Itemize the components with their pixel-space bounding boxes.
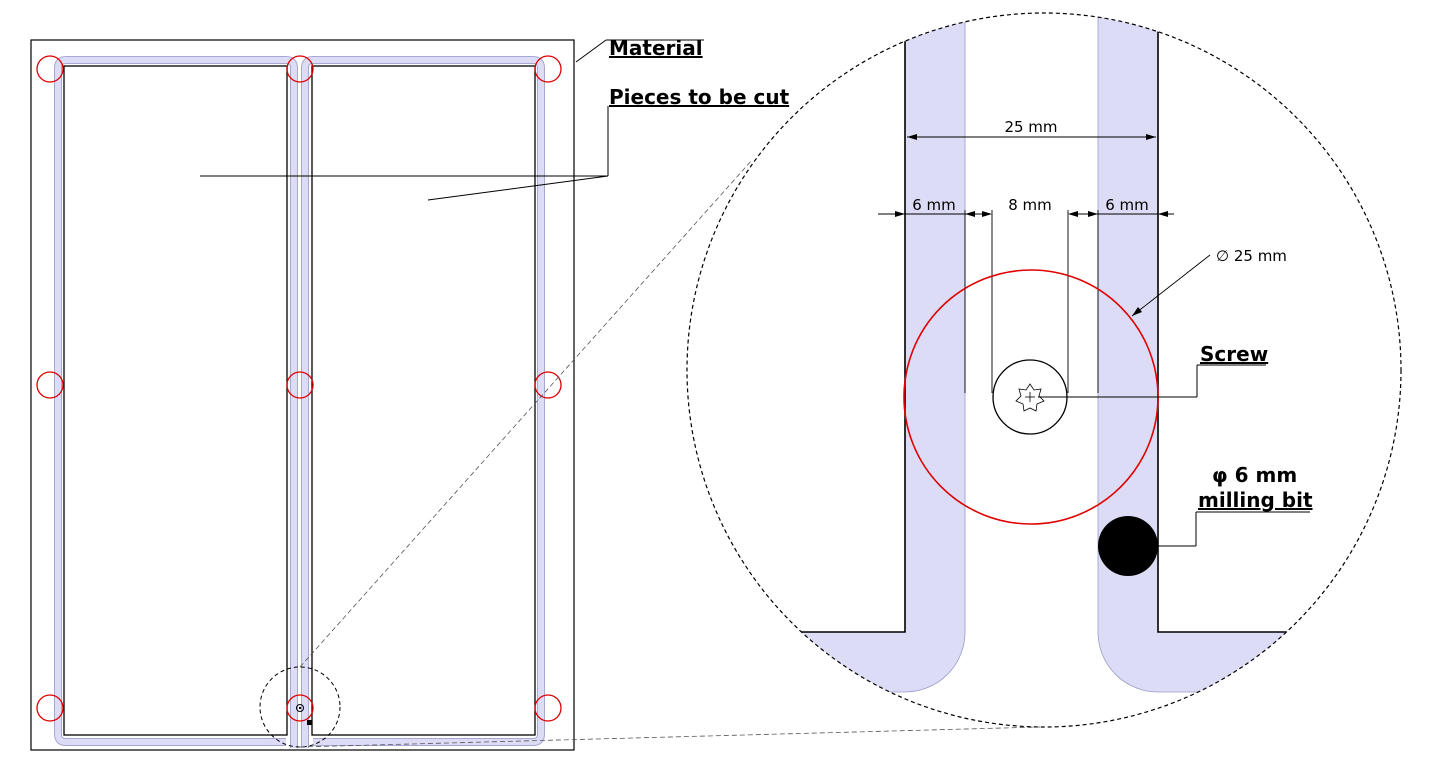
detail-view: 25 mm 6 mm 8 mm 6 mm	[686, 12, 1402, 728]
detail-callout-circle	[259, 666, 341, 748]
clamp-mid-center	[286, 371, 314, 399]
dim-left-groove	[878, 211, 990, 217]
dim-diameter-leader	[1131, 254, 1211, 317]
clamp-mid-right	[534, 371, 562, 399]
milling-bit-label-line2: milling bit	[1198, 488, 1313, 512]
screw-label: Screw	[1200, 342, 1268, 366]
overview-view	[30, 39, 575, 751]
dim-overall-label: 25 mm	[1004, 118, 1057, 136]
screw-leader	[1038, 364, 1266, 398]
milling-groove-right	[301, 56, 545, 748]
milling-bit-icon	[1098, 516, 1158, 576]
material-label: Material	[609, 36, 703, 60]
screw-small-icon	[296, 704, 304, 712]
detail-boundary	[686, 12, 1402, 728]
screw-icon	[992, 359, 1068, 435]
detail-piece-edge-right	[1157, 13, 1300, 633]
dim-gap-label: 8 mm	[1008, 196, 1052, 214]
piece-right	[311, 65, 536, 736]
dim-left-groove-label: 6 mm	[912, 196, 956, 214]
milling-bit-label-line1: φ 6 mm	[1212, 463, 1297, 487]
clamp-bottom-right	[534, 694, 562, 722]
pieces-label-group: Pieces to be cut	[200, 85, 790, 201]
piece-left	[63, 65, 288, 736]
clamp-mid-left	[36, 371, 64, 399]
clamp-bottom-left	[36, 694, 64, 722]
clamp-top-right	[534, 55, 562, 83]
milling-groove-left	[54, 56, 298, 748]
clamp-top-left	[36, 55, 64, 83]
material-label-group: Material	[575, 36, 704, 63]
clamp-top-center	[286, 55, 314, 83]
dim-overall	[907, 134, 1156, 140]
milling-bit-leader	[1150, 511, 1310, 547]
detail-piece-edge-left	[780, 13, 906, 633]
detail-groove-right	[1097, 13, 1301, 693]
detail-groove-left	[779, 13, 966, 693]
pieces-label: Pieces to be cut	[609, 85, 790, 109]
dim-diameter-label: ∅ 25 mm	[1216, 247, 1287, 265]
projection-line-bottom	[299, 726, 1041, 748]
projection-line-top	[299, 159, 753, 668]
screw-clamps	[36, 55, 562, 722]
dim-right-groove-label: 6 mm	[1105, 196, 1149, 214]
milling-bit-small-icon	[307, 720, 312, 725]
dim-right-groove	[1072, 211, 1174, 217]
dim-extension-lines	[964, 210, 1099, 393]
clamp-bottom-center	[286, 694, 314, 722]
